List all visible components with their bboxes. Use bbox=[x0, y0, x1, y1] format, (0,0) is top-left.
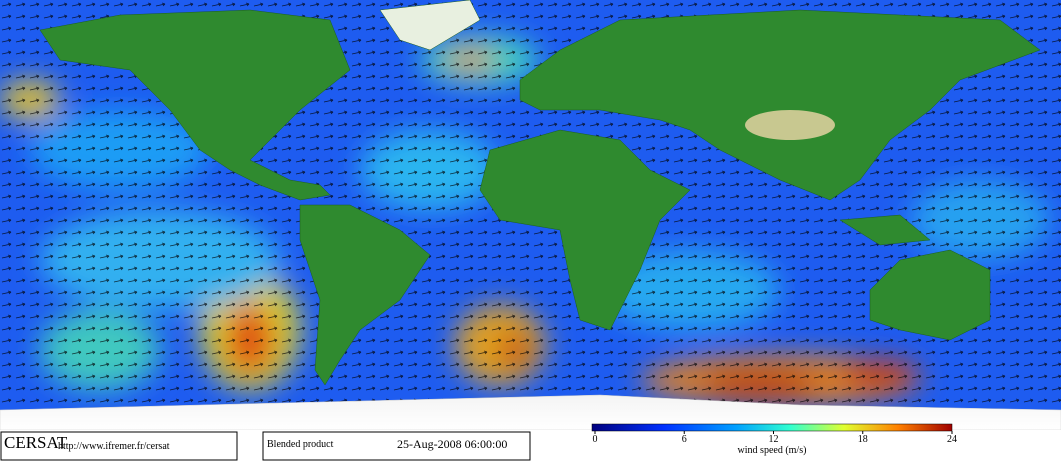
colorbar-tick-label: 0 bbox=[593, 434, 598, 445]
land bbox=[0, 0, 1061, 431]
colorbar-tick-label: 24 bbox=[947, 434, 957, 445]
date: 25-Aug-2008 06:00:00 bbox=[397, 437, 507, 451]
colorbar-tick-label: 18 bbox=[858, 434, 868, 445]
colorbar bbox=[591, 423, 953, 432]
product-box bbox=[262, 431, 531, 461]
colorbar-tick-label: 12 bbox=[769, 434, 779, 445]
logo-box bbox=[0, 431, 238, 461]
colorbar-tick-label: 6 bbox=[682, 434, 687, 445]
logo: CERSAT bbox=[4, 433, 68, 452]
url: http://www.ifremer.fr/cersat bbox=[58, 441, 170, 452]
colorbar-label: wind speed (m/s) bbox=[738, 445, 807, 456]
product: Blended product bbox=[267, 439, 334, 450]
